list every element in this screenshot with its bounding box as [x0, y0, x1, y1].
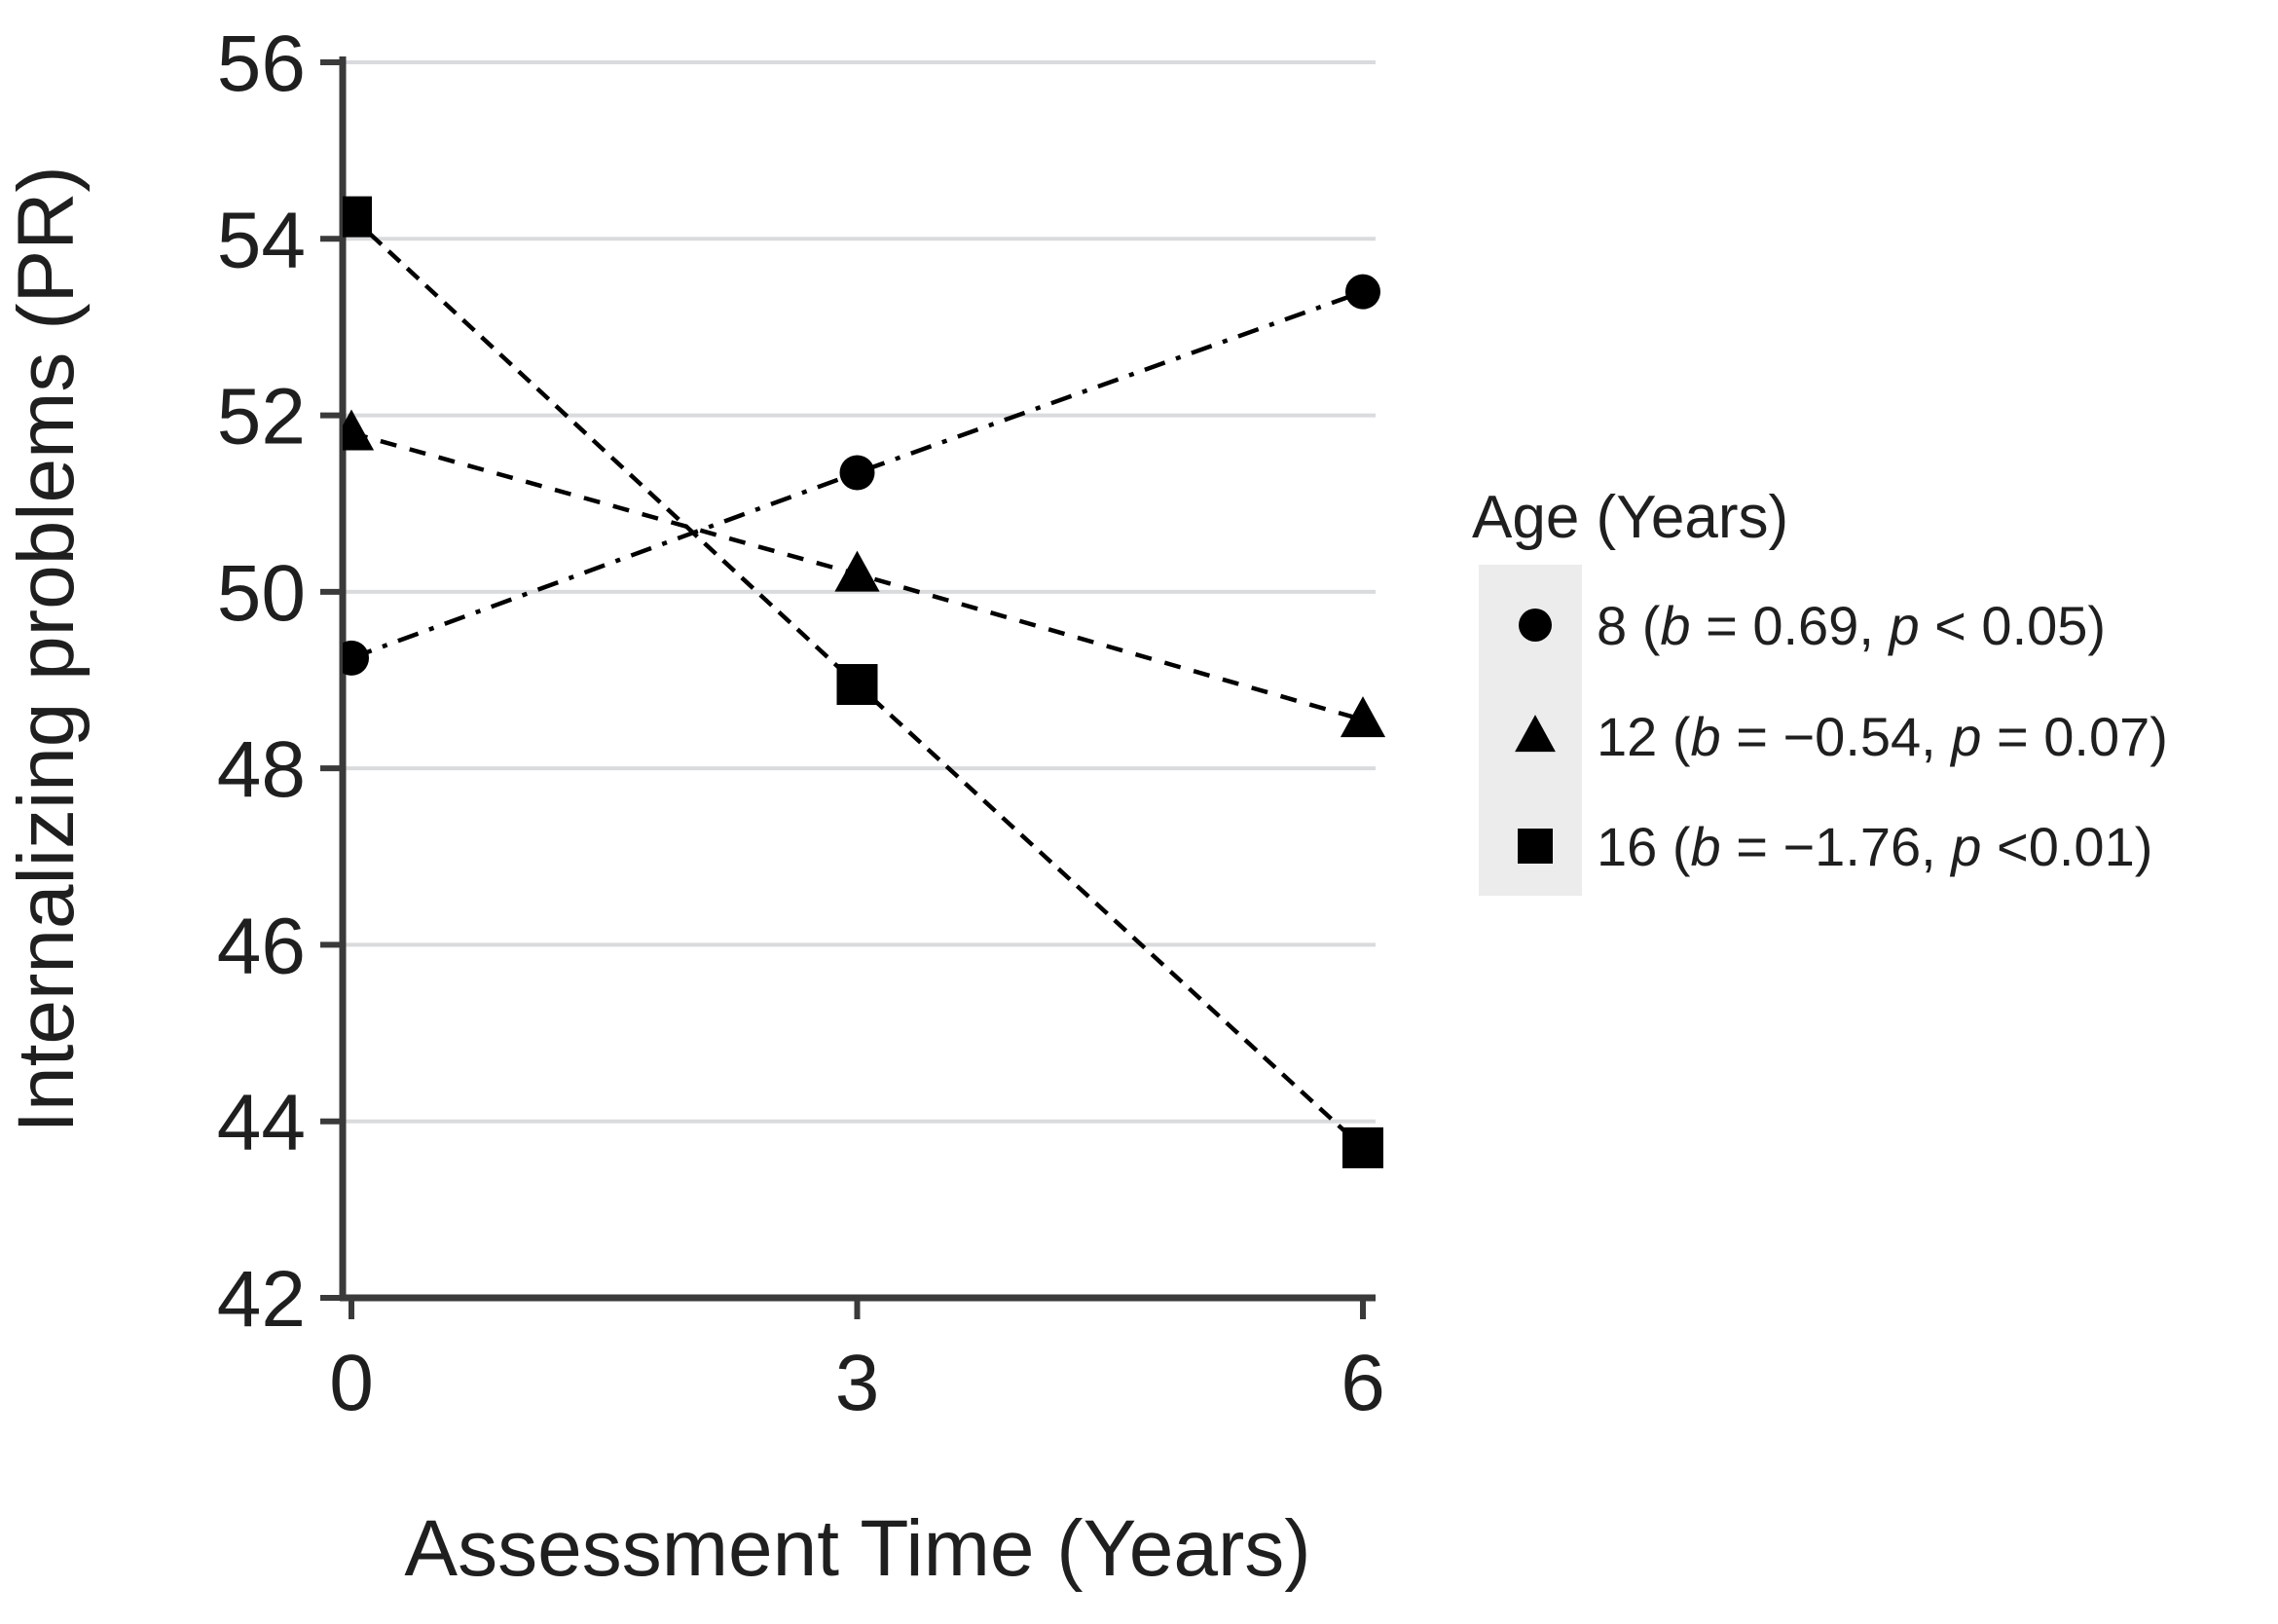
marker-age-8-t3	[839, 455, 875, 491]
y-tick-label-42: 42	[217, 1255, 306, 1344]
y-axis-title: Internalizing problems (PR)	[2, 166, 91, 1133]
legend-marker-square	[1518, 829, 1553, 864]
y-tick-label-50: 50	[217, 549, 306, 638]
marker-age-16-t0	[343, 196, 372, 238]
y-tick-label-48: 48	[217, 725, 306, 814]
legend: Age (Years) 8 (b = 0.69, p < 0.05) 12 (b …	[1472, 484, 2168, 896]
y-tick-label-56: 56	[217, 19, 306, 108]
legend-entry-label-1: 12 (b = −0.54, p = 0.07)	[1597, 706, 2168, 767]
marker-age-8-t0	[343, 640, 369, 676]
marker-age-12-t3	[834, 550, 880, 592]
x-tick-label-3: 3	[835, 1339, 880, 1427]
axes	[320, 56, 1376, 1319]
legend-marker-triangle	[1515, 715, 1556, 753]
tick-labels: 42 44 46 48 50 52 54 56 0 3 6	[217, 19, 1385, 1427]
legend-marker-circle	[1519, 609, 1552, 642]
legend-rows: 8 (b = 0.69, p < 0.05) 12 (b = −0.54, p =…	[1515, 595, 2168, 877]
x-tick-label-0: 0	[329, 1339, 374, 1427]
y-tick-label-44: 44	[217, 1079, 306, 1167]
marker-age-8-t6	[1345, 274, 1380, 310]
series-line-age-8	[350, 289, 1364, 660]
x-tick-label-6: 6	[1341, 1339, 1385, 1427]
x-axis-title: Assessment Time (Years)	[404, 1504, 1310, 1593]
legend-title: Age (Years)	[1472, 484, 1788, 551]
legend-entry-label-0: 8 (b = 0.69, p < 0.05)	[1597, 595, 2106, 656]
y-tick-label-46: 46	[217, 902, 306, 990]
series-layer	[343, 196, 1386, 1168]
gridlines	[343, 60, 1376, 1124]
y-tick-label-54: 54	[217, 196, 306, 284]
marker-age-16-t3	[836, 664, 878, 706]
marker-age-12-t6	[1340, 696, 1386, 738]
marker-age-12-t0	[343, 409, 375, 451]
marker-age-16-t6	[1342, 1126, 1383, 1168]
legend-entry-label-2: 16 (b = −1.76, p <0.01)	[1597, 816, 2152, 877]
y-tick-label-52: 52	[217, 373, 306, 461]
